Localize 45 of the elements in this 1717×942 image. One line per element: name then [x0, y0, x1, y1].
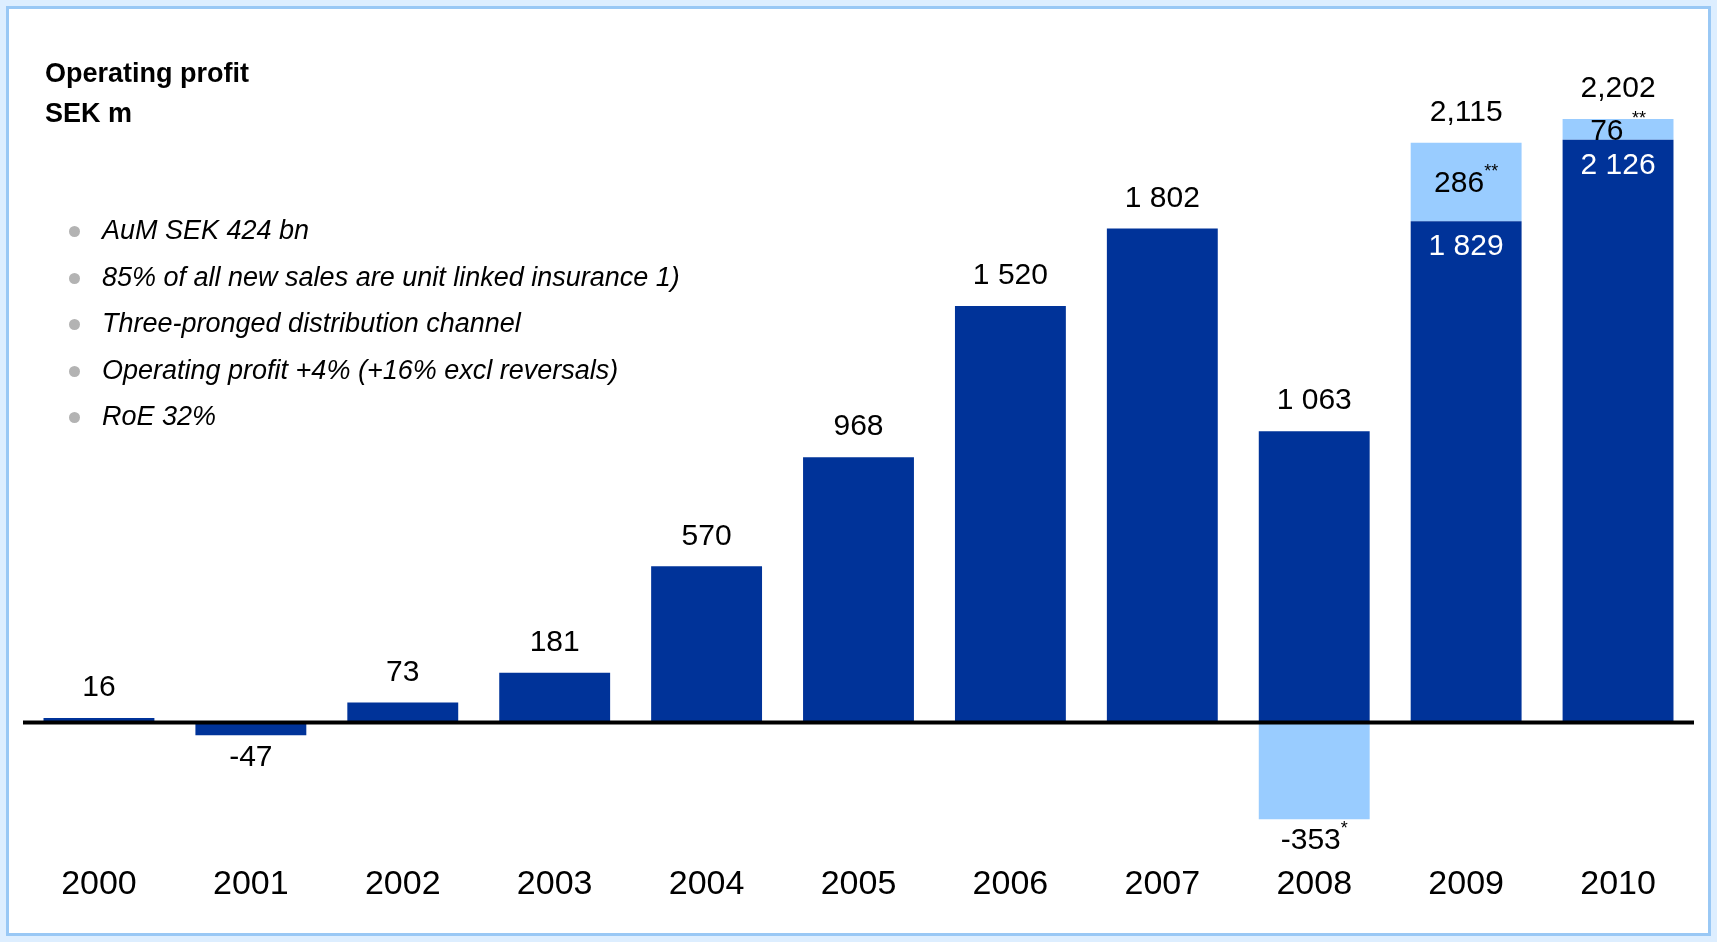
- chart-subtitle: SEK m: [45, 97, 134, 130]
- x-tick-label: 2001: [213, 862, 289, 901]
- data-label: 73: [386, 653, 420, 687]
- annotation: RoE 32%: [102, 401, 217, 431]
- annotation: Operating profit +4% (+16% excl reversals): [102, 354, 619, 385]
- chart-title: Operating profit: [45, 57, 249, 90]
- x-tick-label: 2007: [1124, 862, 1201, 901]
- bar: [1562, 139, 1674, 723]
- data-label: 76 **: [1590, 108, 1646, 146]
- bar: [954, 305, 1066, 723]
- annotation: 85% of all new sales are unit linked insurance 1): [102, 261, 680, 292]
- data-label: 1 802: [1124, 179, 1200, 213]
- bar: [1410, 221, 1522, 723]
- bar: [1258, 722, 1370, 820]
- bar: [499, 672, 611, 723]
- annotation: Three-pronged distribution channel: [102, 308, 521, 338]
- data-label: 968: [833, 408, 884, 442]
- bar: [1410, 142, 1522, 222]
- data-label: 1 520: [972, 257, 1048, 291]
- x-tick-label: 2000: [61, 862, 137, 901]
- bar: [651, 566, 763, 723]
- x-tick-label: 2009: [1428, 862, 1504, 901]
- data-label: 1 063: [1276, 382, 1352, 416]
- bar: [1106, 228, 1218, 723]
- data-label: 570: [681, 517, 732, 551]
- data-label: -47: [229, 738, 273, 772]
- total-label: 2,202: [1580, 70, 1656, 104]
- data-label: 1 829: [1428, 228, 1504, 262]
- x-tick-label: 2010: [1580, 862, 1656, 901]
- bar: [803, 457, 914, 723]
- total-label: 2,115: [1429, 94, 1503, 128]
- data-label: 286**: [1434, 161, 1499, 199]
- data-label: 16: [82, 669, 116, 703]
- x-tick-label: 2002: [364, 862, 441, 901]
- x-tick-label: 2004: [668, 862, 745, 901]
- data-label: 181: [529, 624, 580, 658]
- x-tick-label: 2003: [516, 862, 593, 901]
- x-tick-label: 2008: [1276, 862, 1353, 901]
- x-tick-label: 2005: [820, 862, 897, 901]
- bar: [347, 702, 459, 723]
- data-label: -353*: [1280, 818, 1348, 856]
- x-tick-label: 2006: [972, 862, 1049, 901]
- annotation: AuM SEK 424 bn: [102, 215, 310, 245]
- data-label: 2 126: [1580, 147, 1656, 181]
- bar: [1258, 431, 1370, 723]
